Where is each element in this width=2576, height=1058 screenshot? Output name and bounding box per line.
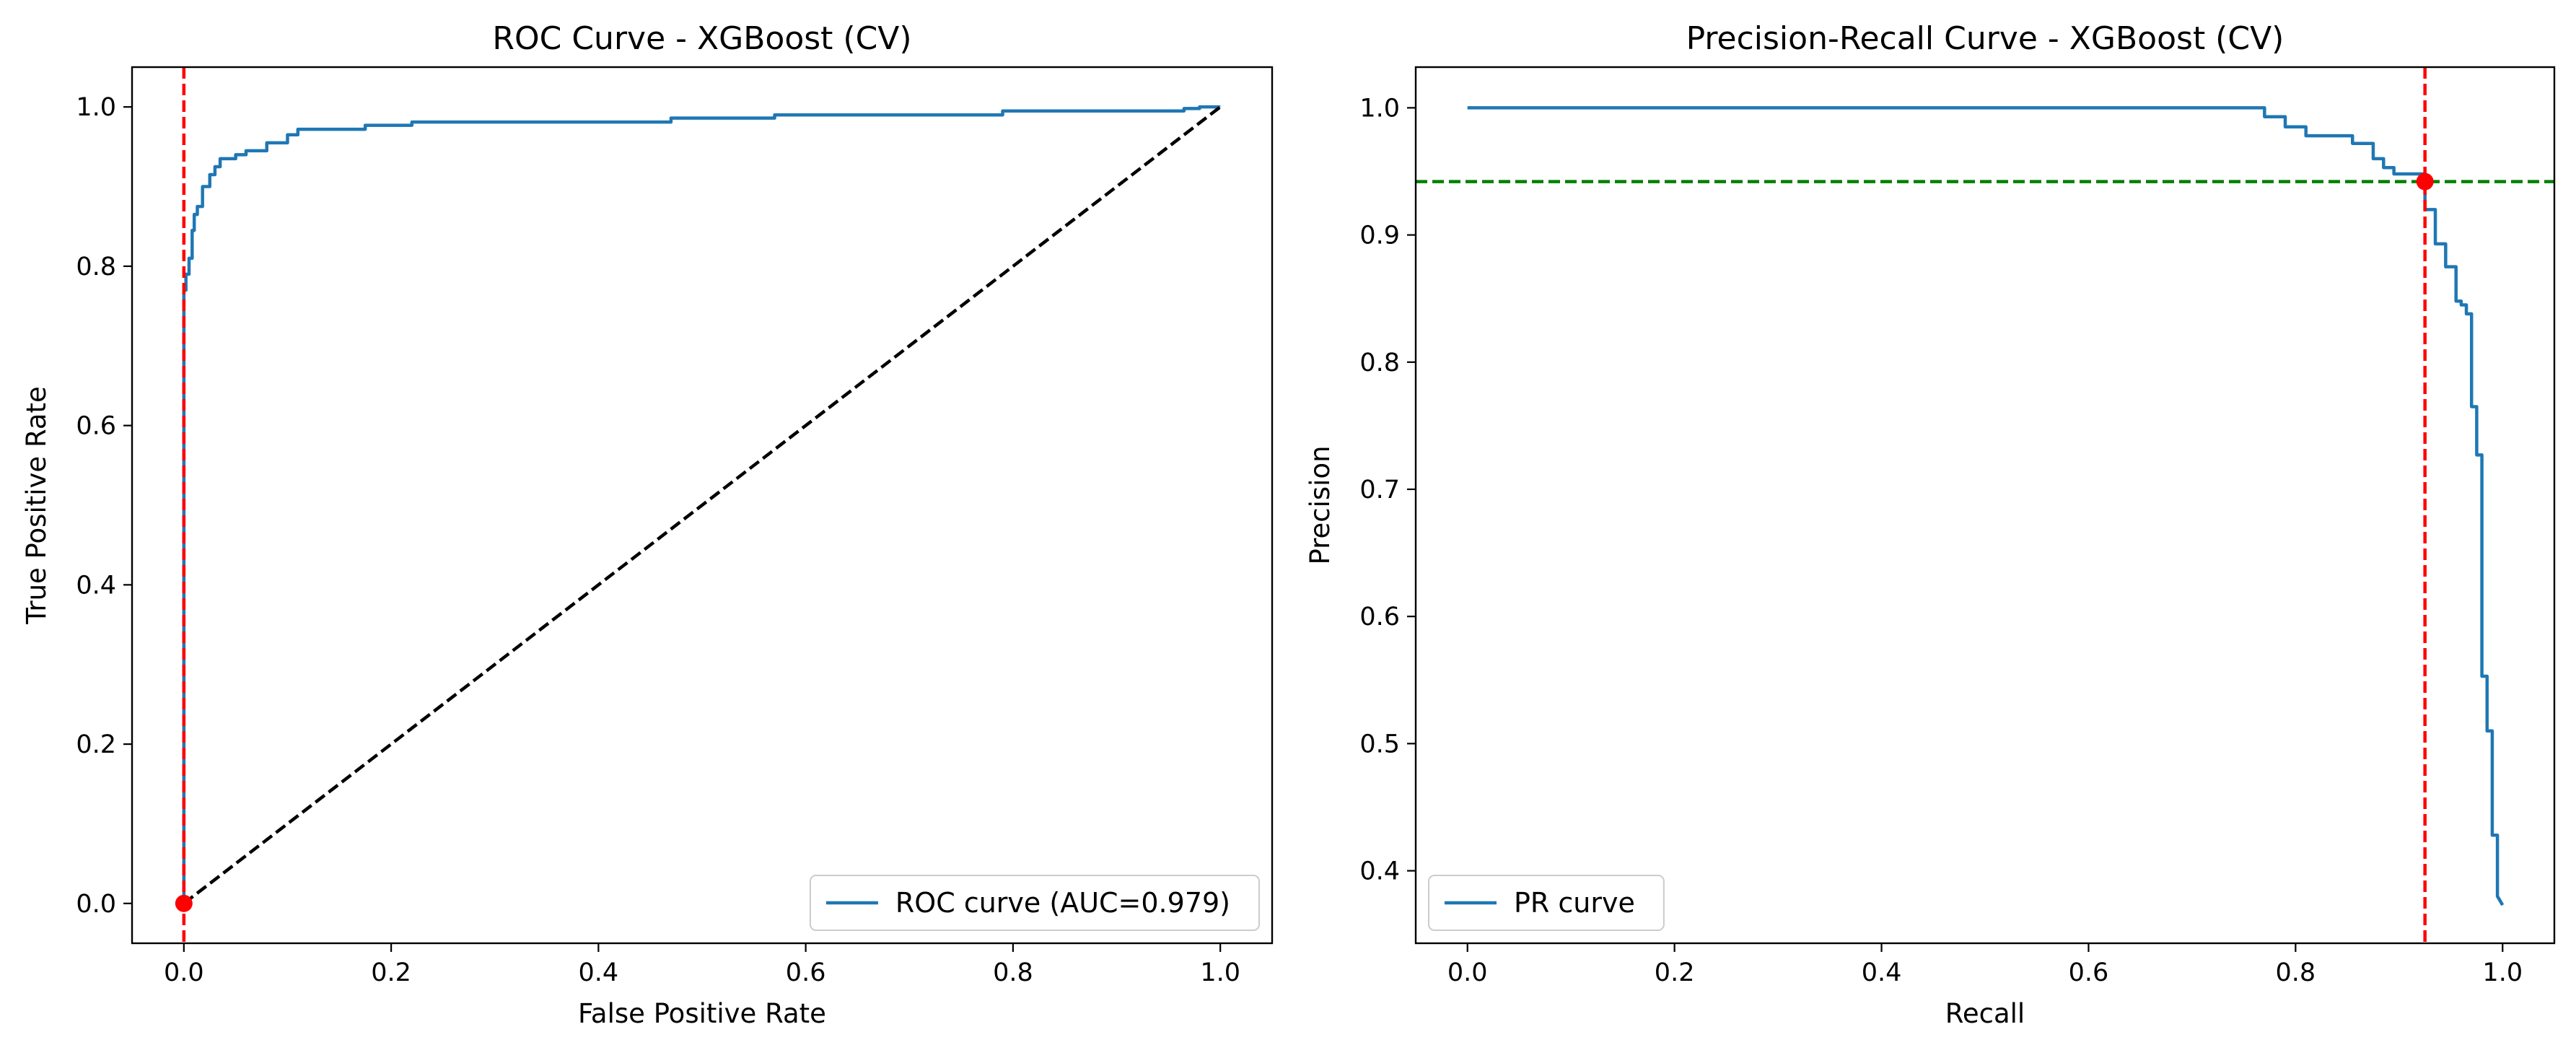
roc-axes-frame — [131, 66, 1274, 945]
pr-x-tick-label: 0.2 — [1655, 958, 1695, 987]
roc-y-ticks: 0.0 0.2 0.4 0.6 0.8 1.0 — [76, 93, 132, 919]
roc-y-tick-label: 1.0 — [76, 93, 116, 122]
roc-y-tick-label: 0.2 — [76, 730, 116, 759]
pr-y-tick-label: 0.7 — [1359, 476, 1400, 504]
pr-x-tick-label: 0.8 — [2276, 958, 2316, 987]
pr-y-tick-label: 0.9 — [1359, 222, 1400, 250]
roc-x-axis-label: False Positive Rate — [578, 998, 826, 1029]
roc-plot-content — [182, 67, 1222, 943]
pr-x-tick-label: 0.4 — [1862, 958, 1902, 987]
pr-operating-point-marker — [2416, 172, 2434, 191]
pr-y-tick-label: 0.8 — [1359, 349, 1400, 377]
pr-y-tick-label: 0.4 — [1359, 857, 1400, 886]
roc-legend: ROC curve (AUC=0.979) — [809, 875, 1260, 931]
roc-y-tick-label: 0.0 — [76, 890, 116, 919]
pr-x-tick-label: 0.6 — [2069, 958, 2109, 987]
roc-x-tick-label: 0.6 — [786, 958, 826, 987]
pr-x-tick-label: 1.0 — [2482, 958, 2523, 987]
pr-chart-title: Precision-Recall Curve - XGBoost (CV) — [1686, 20, 2284, 57]
roc-x-tick-label: 1.0 — [1200, 958, 1240, 987]
roc-panel: 0.0 0.2 0.4 0.6 0.8 1.0 0.0 0.2 0.4 0.6 0.8 1.0 RO… — [21, 20, 1274, 1029]
roc-legend-box — [809, 875, 1260, 931]
pr-y-tick-label: 0.6 — [1359, 603, 1400, 631]
pr-y-tick-label: 0.5 — [1359, 730, 1400, 758]
pr-series-line-0 — [1467, 106, 2505, 906]
pr-legend-box — [1428, 875, 1665, 931]
pr-legend-label: PR curve — [1514, 887, 1635, 919]
roc-x-tick-label: 0.0 — [164, 958, 204, 987]
pr-legend: PR curve — [1428, 875, 1665, 931]
roc-x-ticks: 0.0 0.2 0.4 0.6 0.8 1.0 — [164, 943, 1240, 987]
pr-y-ticks: 0.4 0.5 0.6 0.7 0.8 0.9 1.0 — [1359, 94, 1416, 886]
roc-operating-point-marker — [175, 894, 193, 912]
pr-plot-content — [1416, 67, 2554, 943]
pr-x-tick-label: 0.0 — [1447, 958, 1488, 987]
roc-x-tick-label: 0.2 — [371, 958, 411, 987]
pr-y-axis-label: Precision — [1305, 445, 1336, 564]
roc-chance-diagonal-line — [183, 105, 1222, 905]
pr-y-tick-label: 1.0 — [1359, 94, 1400, 123]
roc-y-tick-label: 0.8 — [76, 253, 116, 281]
pr-panel: 0.0 0.2 0.4 0.6 0.8 1.0 0.4 0.5 0.6 0.7 0.8 0.9 1.0… — [1305, 20, 2556, 1029]
roc-series-line-0 — [182, 105, 1221, 904]
roc-x-tick-label: 0.8 — [993, 958, 1033, 987]
roc-legend-label: ROC curve (AUC=0.979) — [895, 887, 1230, 919]
roc-x-tick-label: 0.4 — [579, 958, 619, 987]
roc-y-tick-label: 0.6 — [76, 412, 116, 441]
roc-y-axis-label: True Positive Rate — [21, 386, 52, 625]
roc-y-tick-label: 0.4 — [76, 571, 116, 600]
pr-x-axis-label: Recall — [1945, 998, 2025, 1029]
pr-axes-frame — [1414, 66, 2556, 945]
roc-chart-title: ROC Curve - XGBoost (CV) — [492, 20, 911, 57]
pr-x-ticks: 0.0 0.2 0.4 0.6 0.8 1.0 — [1447, 943, 2523, 987]
